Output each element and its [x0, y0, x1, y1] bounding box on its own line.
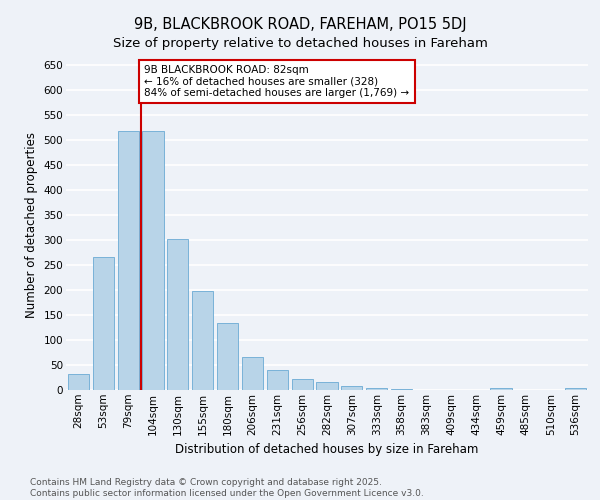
Bar: [167, 238, 188, 390]
X-axis label: Distribution of detached houses by size in Fareham: Distribution of detached houses by size …: [175, 443, 479, 456]
Bar: [192, 291, 213, 390]
Bar: [242, 357, 263, 390]
Bar: [68, 374, 89, 390]
Bar: [490, 388, 512, 390]
Text: 9B, BLACKBROOK ROAD, FAREHAM, PO15 5DJ: 9B, BLACKBROOK ROAD, FAREHAM, PO15 5DJ: [134, 18, 466, 32]
Bar: [341, 386, 362, 390]
Bar: [316, 382, 338, 390]
Bar: [118, 130, 139, 390]
Bar: [93, 256, 114, 390]
Text: Size of property relative to detached houses in Fareham: Size of property relative to detached ho…: [113, 38, 487, 51]
Bar: [267, 370, 288, 390]
Text: Contains HM Land Registry data © Crown copyright and database right 2025.
Contai: Contains HM Land Registry data © Crown c…: [30, 478, 424, 498]
Bar: [217, 323, 238, 390]
Y-axis label: Number of detached properties: Number of detached properties: [25, 132, 38, 318]
Text: 9B BLACKBROOK ROAD: 82sqm
← 16% of detached houses are smaller (328)
84% of semi: 9B BLACKBROOK ROAD: 82sqm ← 16% of detac…: [145, 65, 409, 98]
Bar: [565, 388, 586, 390]
Bar: [142, 130, 164, 390]
Bar: [292, 379, 313, 390]
Bar: [391, 389, 412, 390]
Bar: [366, 388, 387, 390]
